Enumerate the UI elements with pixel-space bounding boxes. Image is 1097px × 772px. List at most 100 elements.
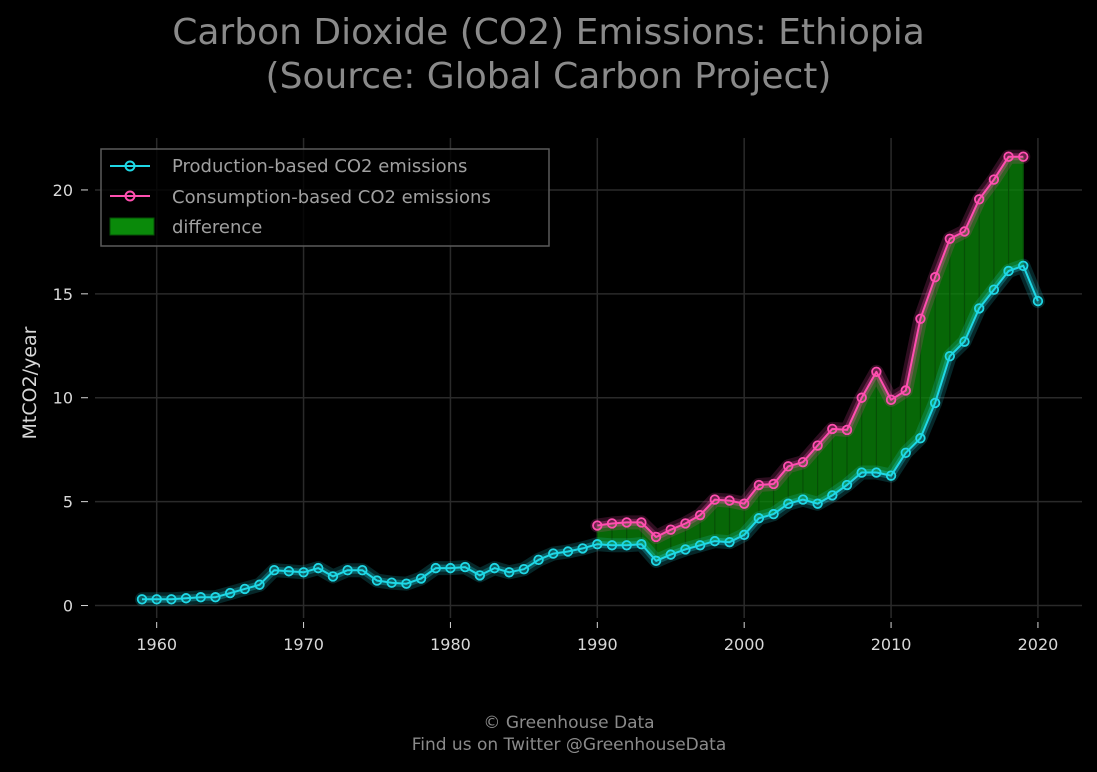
production-point [812, 498, 823, 509]
y-axis-label: MtCO2/year [19, 326, 41, 439]
consumption-point [959, 226, 970, 237]
legend-consumption-label: Consumption-based CO2 emissions [172, 187, 491, 208]
production-point [915, 433, 926, 444]
axis-ticks: 1960 1970 1980 1990 2000 2010 2020 0 5 10 15 20 [53, 181, 1059, 654]
production-point [254, 579, 265, 590]
legend-consumption-marker [124, 190, 136, 202]
production-point [768, 508, 779, 520]
consumption-point [1003, 151, 1014, 162]
consumption-point [1018, 151, 1029, 162]
legend-difference-swatch [109, 217, 155, 236]
production-point [283, 566, 295, 577]
production-point [195, 592, 206, 603]
production-point [694, 540, 706, 551]
x-tick-label: 2020 [1018, 635, 1059, 654]
x-tick-label: 1970 [283, 635, 324, 654]
consumption-point [621, 517, 632, 528]
consumption-point [797, 456, 809, 468]
grid [95, 138, 1082, 618]
y-tick-label: 15 [53, 285, 73, 304]
production-point [313, 562, 324, 574]
production-point [239, 583, 251, 595]
production-point [401, 578, 412, 589]
production-point [166, 594, 177, 605]
production-point [621, 540, 632, 551]
production-point [548, 548, 559, 559]
production-point [738, 529, 750, 541]
legend-difference-label: difference [172, 217, 262, 238]
consumption-point [900, 385, 911, 396]
production-point [445, 562, 456, 574]
consumption-point [827, 423, 838, 435]
consumption-point [783, 461, 794, 472]
production-point [1003, 265, 1014, 277]
production-point [268, 565, 280, 576]
production-point [636, 539, 647, 550]
production-point [709, 535, 721, 547]
y-tick-label: 0 [63, 597, 73, 616]
consumption-point [709, 494, 721, 505]
production-point [298, 567, 309, 578]
production-point [151, 594, 162, 605]
chart-title-line1: Carbon Dioxide (CO2) Emissions: Ethiopia [172, 12, 925, 53]
legend-production-label: Production-based CO2 emissions [172, 156, 467, 177]
production-point [533, 554, 544, 566]
production-point [797, 494, 809, 505]
production-point [342, 565, 353, 576]
footer-copyright: © Greenhouse Data [483, 713, 655, 733]
consumption-point [724, 495, 735, 506]
x-tick-label: 1990 [577, 635, 618, 654]
consumption-point [988, 174, 1000, 185]
production-point [136, 594, 148, 605]
production-point [753, 513, 765, 524]
production-point [680, 544, 691, 555]
production-point [973, 303, 985, 314]
y-tick-label: 20 [53, 181, 73, 200]
y-tick-label: 10 [53, 389, 73, 408]
consumption-point [929, 272, 941, 283]
production-point [885, 470, 897, 481]
consumption-point [841, 424, 853, 436]
production-point [386, 577, 397, 588]
production-point [606, 540, 618, 551]
production-point [489, 562, 500, 574]
production-point [592, 539, 603, 550]
footer-twitter: Find us on Twitter @GreenhouseData [411, 735, 727, 755]
y-tick-label: 5 [63, 493, 73, 512]
consumption-point [753, 479, 765, 491]
production-point [827, 490, 838, 501]
consumption-line [597, 155, 1024, 538]
consumption-point [738, 498, 750, 509]
production-point [1018, 260, 1029, 271]
production-point [459, 561, 471, 573]
production-point [988, 284, 1000, 295]
difference-fill [597, 156, 1024, 561]
production-point [518, 563, 530, 575]
production-point [650, 555, 662, 567]
production-point [871, 467, 882, 478]
production-point [503, 567, 515, 578]
production-point [562, 546, 574, 557]
x-tick-label: 2010 [871, 635, 912, 654]
production-point [224, 587, 236, 599]
production-point [841, 479, 853, 491]
consumption-point [680, 518, 691, 529]
consumption-point [606, 518, 618, 529]
consumption-point [636, 517, 647, 528]
production-point [577, 543, 588, 554]
x-tick-label: 2000 [724, 635, 765, 654]
production-point [1032, 295, 1044, 307]
production-point [430, 562, 441, 574]
legend: Production-based CO2 emissions Consumpti… [100, 148, 550, 247]
production-point [327, 571, 339, 582]
production-point [856, 467, 867, 478]
series-lines [135, 149, 1045, 607]
x-tick-label: 1980 [430, 635, 471, 654]
production-point [210, 592, 221, 603]
legend-production-marker [124, 160, 136, 172]
consumption-point [944, 233, 956, 244]
production-point [783, 498, 794, 509]
production-point [929, 397, 941, 409]
production-point [665, 549, 676, 560]
